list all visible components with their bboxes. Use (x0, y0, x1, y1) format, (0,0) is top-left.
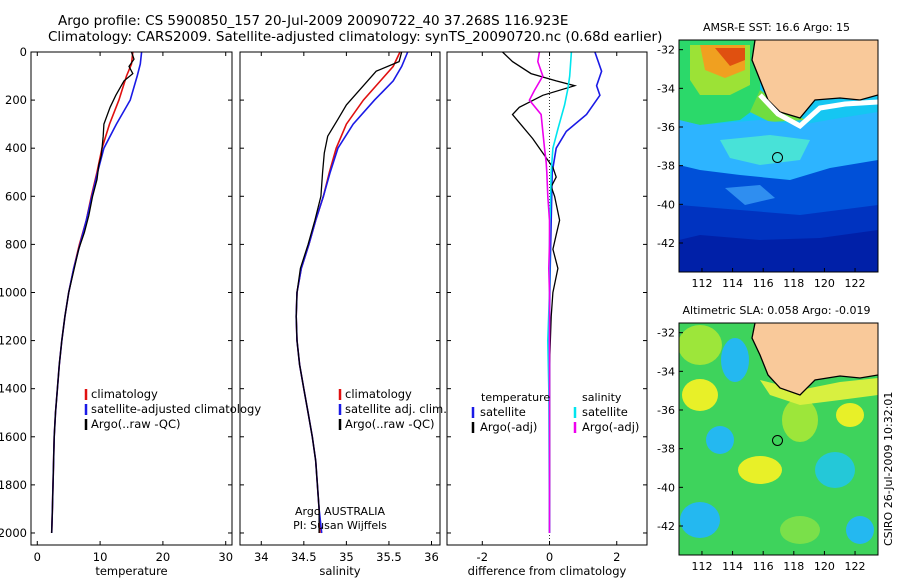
temperature-panel: 0 10 20 30 temperature 0 200 400 600 800 1000 1200 1… (0, 45, 261, 578)
difference-frame (446, 51, 648, 546)
sst_map-xtick-label-2: 116 (753, 277, 774, 290)
sst_map-ytick-label-2: -36 (657, 121, 675, 134)
sla_map-xtick-label-5: 122 (845, 560, 866, 573)
sla_map-xtick-label-3: 118 (783, 560, 804, 573)
salinity-panel: 34 34.5 35 35.5 36 salinity climatologysatelli… (239, 51, 447, 578)
sst-map: AMSR-E SST: 16.6 Argo: 15 112 114 116 118 120… (657, 21, 879, 290)
temperature-series-1 (50, 51, 143, 534)
argo-annotation-line-1: Argo AUSTRALIA (295, 505, 385, 518)
salinity-legend-label-0: climatology (345, 387, 412, 401)
sla_map-xtick-label-4: 120 (814, 560, 835, 573)
sst_map-ytick-label-1: -34 (657, 82, 675, 95)
difference-series-3 (528, 51, 551, 533)
sla_map-ytick-label-5: -42 (657, 520, 675, 533)
temperature-xtick-label-2: 20 (156, 550, 171, 564)
sla-map: Altimetric SLA: 0.058 Argo: -0.019 112 114… (657, 304, 879, 573)
difference-series-0 (548, 51, 603, 533)
difference-legend-left-label-0: satellite (480, 405, 526, 419)
difference-xlabel: difference from climatology (468, 564, 627, 578)
difference-xtick-label-2: 2 (613, 550, 620, 564)
salinity-series-2 (295, 51, 403, 533)
temperature-legend-label-0: climatology (91, 387, 158, 401)
salinity-xlabel: salinity (319, 564, 360, 578)
sla_map-frame (678, 322, 879, 556)
sla_map-ytick-label-2: -36 (657, 404, 675, 417)
salinity-xtick-label-3: 35.5 (376, 550, 402, 564)
difference-xtick-label-1: 0 (546, 550, 553, 564)
temperature-xtick-label-0: 0 (34, 550, 41, 564)
sla_map-xtick-label-2: 116 (753, 560, 774, 573)
depth-tick-label-8: 1600 (0, 430, 27, 444)
title-line-2: Climatology: CARS2009. Satellite-adjuste… (48, 29, 663, 45)
sla-argo-marker (772, 435, 783, 446)
sla_map-ytick-label-0: -32 (657, 327, 675, 340)
sla_map-ytick-label-3: -38 (657, 443, 675, 456)
temperature-legend-label-2: Argo(..raw -QC) (91, 417, 181, 431)
sst_map-title: AMSR-E SST: 16.6 Argo: 15 (703, 21, 850, 34)
difference-series-1 (502, 51, 578, 533)
salinity-legend-label-2: Argo(..raw -QC) (345, 417, 435, 431)
difference-legend-right-label-0: satellite (582, 405, 628, 419)
depth-tick-label-1: 200 (5, 93, 27, 107)
sst_map-ytick-label-4: -40 (657, 198, 675, 211)
difference-legend-left-label-1: Argo(-adj) (480, 420, 537, 434)
footer-stamp: CSIRO 26-Jul-2009 10:32:01 (882, 391, 895, 546)
salinity-series-1 (295, 51, 409, 534)
sst_map-ytick-label-5: -42 (657, 237, 675, 250)
difference-xtick-label-0: -2 (477, 550, 488, 564)
sst-argo-marker (772, 152, 783, 163)
title-line-1: Argo profile: CS 5900850_157 20-Jul-2009… (58, 13, 569, 29)
depth-tick-label-10: 2000 (0, 526, 27, 540)
sst_map-xtick-label-3: 118 (783, 277, 804, 290)
temperature-series-2 (51, 51, 135, 534)
salinity-series-0 (295, 51, 401, 534)
sla_map-xtick-label-1: 114 (722, 560, 743, 573)
sst_map-ytick-label-3: -38 (657, 160, 675, 173)
salinity-xtick-label-2: 35 (339, 550, 354, 564)
sst_map-frame (678, 39, 879, 273)
salinity-xtick-label-1: 34.5 (291, 550, 317, 564)
sla_map-ytick-label-1: -34 (657, 365, 675, 378)
sst_map-xtick-label-1: 114 (722, 277, 743, 290)
sla_map-title: Altimetric SLA: 0.058 Argo: -0.019 (683, 304, 871, 317)
depth-tick-label-4: 800 (5, 237, 27, 251)
depth-tick-label-9: 1800 (0, 478, 27, 492)
sla_map-ytick-label-4: -40 (657, 481, 675, 494)
salinity-xtick-label-0: 34 (254, 550, 269, 564)
salinity-legend-label-1: satellite adj. clim. (345, 402, 447, 416)
difference-legend-left-title: temperature (481, 391, 550, 404)
difference-legend-right-label-1: Argo(-adj) (582, 420, 639, 434)
temperature-series-0 (50, 51, 134, 534)
depth-tick-label-2: 400 (5, 141, 27, 155)
depth-tick-label-6: 1200 (0, 334, 27, 348)
temperature-xtick-label-3: 30 (218, 550, 233, 564)
temperature-xtick-label-1: 10 (93, 550, 108, 564)
argo-annotation-line-2: PI: Susan Wijffels (293, 519, 387, 532)
difference-series-2 (546, 51, 573, 534)
sst_map-xtick-label-5: 122 (845, 277, 866, 290)
temperature-legend-label-1: satellite-adjusted climatology (91, 402, 261, 416)
temperature-frame (30, 51, 233, 546)
temperature-xlabel: temperature (95, 564, 167, 578)
sst_map-ytick-label-0: -32 (657, 44, 675, 57)
difference-legend-right-title: salinity (582, 391, 622, 404)
depth-tick-label-7: 1400 (0, 382, 27, 396)
sst_map-xtick-label-0: 112 (691, 277, 712, 290)
sla_map-xtick-label-0: 112 (691, 560, 712, 573)
depth-tick-label-5: 1000 (0, 285, 27, 299)
depth-tick-label-3: 600 (5, 189, 27, 203)
depth-tick-label-0: 0 (20, 45, 27, 59)
salinity-frame (239, 51, 441, 546)
sst_map-xtick-label-4: 120 (814, 277, 835, 290)
salinity-xtick-label-4: 36 (424, 550, 439, 564)
